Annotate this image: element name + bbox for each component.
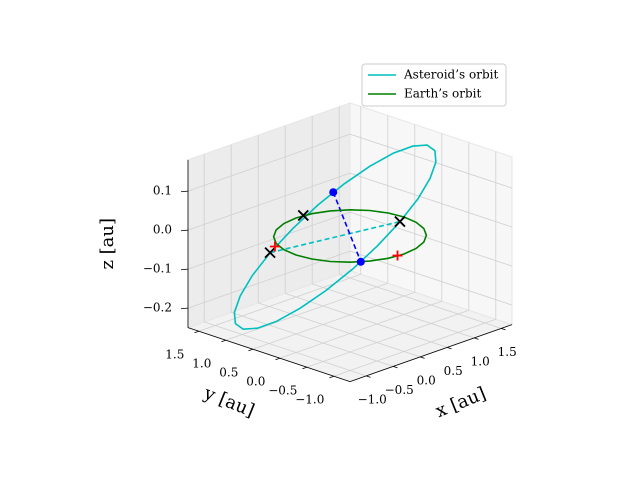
tick-mark (275, 357, 280, 361)
legend-label: Earth’s orbit (404, 87, 481, 101)
tick-mark (474, 337, 479, 340)
cross-marker (394, 215, 406, 228)
grid-line (279, 300, 442, 359)
tick-mark (180, 268, 189, 271)
z-tick-label: −0.2 (143, 301, 172, 315)
grid-line (349, 211, 513, 267)
grid-line (187, 211, 351, 270)
legend-label: Asteroid’s orbit (403, 68, 498, 82)
x-tick-label: 0.0 (417, 373, 436, 387)
y-tick-label: −0.5 (268, 384, 297, 398)
y-tick-label: 1.0 (192, 357, 211, 371)
plus-marker (392, 250, 403, 261)
y-tick-label: 1.5 (165, 348, 184, 362)
tick-mark (180, 229, 189, 232)
tick-mark (180, 307, 189, 310)
tick-mark (366, 375, 371, 378)
point-marker (356, 257, 365, 266)
axis-line (349, 324, 513, 382)
y-tick-label: −1.0 (295, 393, 324, 407)
grid-line (204, 321, 367, 377)
cross-marker (297, 209, 309, 222)
tick-mark (329, 375, 334, 379)
tick-mark (248, 348, 253, 352)
tick-mark (420, 356, 425, 359)
tick-mark (302, 366, 307, 370)
grid-line (225, 282, 388, 341)
cross-marker (264, 247, 276, 259)
tick-mark (501, 328, 506, 331)
dashed-segment (269, 220, 401, 254)
grid-line (252, 291, 415, 350)
y-tick-label: 0.0 (246, 375, 265, 389)
x-tick-label: 1.0 (471, 354, 490, 368)
tick-mark (221, 339, 226, 343)
tick-mark (393, 366, 398, 369)
tick-mark (180, 190, 189, 193)
z-axis-label: z [au] (97, 218, 118, 270)
orbit-line (272, 208, 428, 264)
axis-line (187, 327, 351, 382)
grid-line (306, 309, 469, 368)
x-tick-label: −0.5 (385, 383, 414, 397)
tick-mark (194, 330, 199, 334)
x-tick-label: 0.5 (444, 364, 463, 378)
grid-line (312, 283, 475, 339)
grid-line (285, 293, 448, 348)
plus-marker (269, 241, 280, 252)
grid-line (187, 133, 351, 192)
z-tick-label: 0.0 (153, 223, 172, 237)
grid-line (349, 133, 513, 189)
grid-line (187, 172, 351, 231)
grid-line (349, 172, 513, 228)
dashed-segment (332, 191, 362, 263)
x-tick-label: 1.5 (498, 345, 517, 359)
grid-line (231, 312, 394, 367)
legend-box (361, 63, 507, 107)
grid-line (339, 274, 502, 329)
x-tick-label: −1.0 (358, 392, 387, 406)
z-tick-label: 0.1 (153, 184, 172, 198)
y-tick-label: 0.5 (219, 366, 238, 380)
point-marker (329, 188, 338, 197)
tick-mark (447, 347, 452, 350)
z-tick-label: −0.1 (143, 262, 172, 276)
grid-line (258, 302, 421, 358)
grid-line (333, 318, 496, 377)
